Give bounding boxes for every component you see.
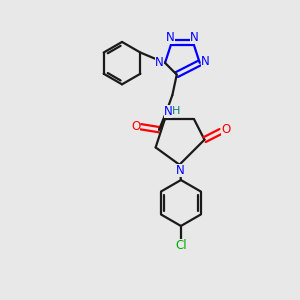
Text: N: N (166, 31, 175, 44)
Text: H: H (172, 106, 180, 116)
Text: N: N (190, 31, 199, 44)
Text: N: N (176, 164, 184, 176)
Text: N: N (201, 55, 210, 68)
Text: N: N (155, 56, 164, 69)
Text: N: N (164, 105, 172, 118)
Text: O: O (131, 120, 140, 133)
Text: O: O (221, 124, 231, 136)
Text: Cl: Cl (175, 239, 187, 252)
